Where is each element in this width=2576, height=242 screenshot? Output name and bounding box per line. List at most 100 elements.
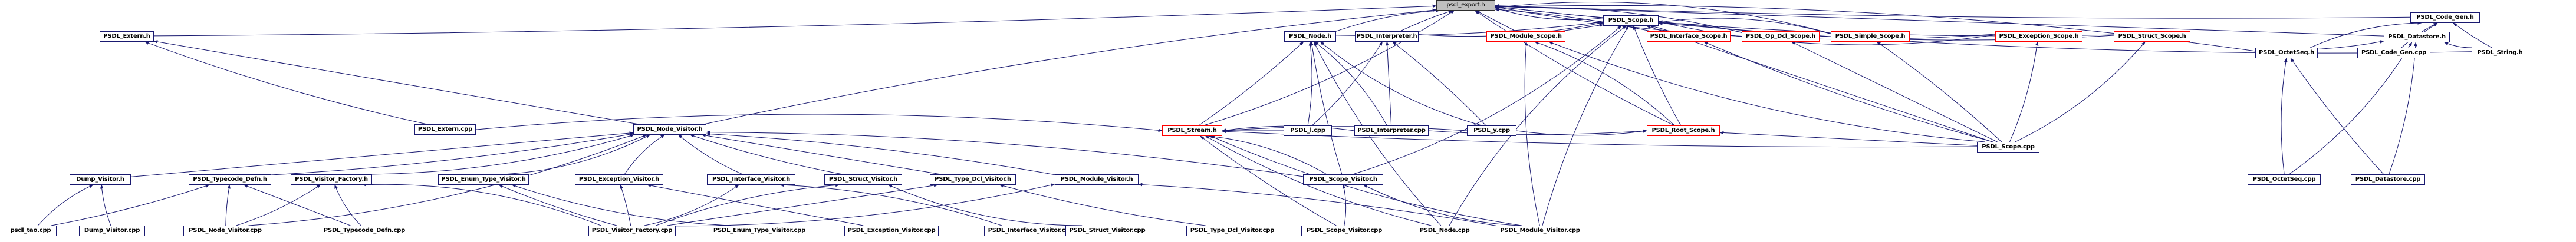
graph-node-psdl-module-visitor-h[interactable]: PSDL_Module_Visitor.h — [1055, 174, 1139, 185]
graph-node-psdl-typecode-defn-cpp[interactable]: PSDL_Typecode_Defn.cpp — [320, 226, 409, 236]
graph-edge — [888, 184, 1083, 226]
graph-node-psdl-node-h[interactable]: PSDL_Node.h — [1284, 31, 1336, 42]
graph-edge — [100, 184, 111, 226]
graph-node-label: PSDL_Type_Dcl_Visitor.h — [935, 176, 1011, 183]
graph-node-label: PSDL_Visitor_Factory.cpp — [591, 227, 673, 234]
graph-edge — [475, 114, 1163, 132]
graph-node-psdl-datastore-cpp[interactable]: PSDL_Datastore.cpp — [2351, 174, 2425, 185]
graph-edge — [1342, 184, 1347, 226]
graph-node-psdl-code-gen-cpp[interactable]: PSDL_Code_Gen.cpp — [2357, 48, 2430, 58]
graph-node-psdl-type-dcl-visitor-cpp[interactable]: PSDL_Type_Dcl_Visitor.cpp — [1186, 226, 1278, 236]
graph-edge — [1199, 41, 1304, 126]
graph-node-psdl-interface-visitor-cpp[interactable]: PSDL_Interface_Visitor.cpp — [984, 226, 1077, 236]
graph-edge — [1548, 41, 1985, 142]
graph-node-label: PSDL_Stream.h — [1167, 127, 1217, 134]
graph-node-label: PSDL_Node.cpp — [1419, 227, 1470, 234]
graph-edge — [779, 183, 1002, 226]
graph-node-psdl-node-visitor-h[interactable]: PSDL_Node_Visitor.h — [633, 124, 706, 135]
graph-node-psdl-exception-scope-h[interactable]: PSDL_Exception_Scope.h — [1995, 31, 2082, 42]
graph-node-psdl-struct-visitor-cpp[interactable]: PSDL_Struct_Visitor.cpp — [1065, 226, 1149, 236]
graph-node-psdl-struct-visitor-h[interactable]: PSDL_Struct_Visitor.h — [824, 174, 902, 185]
graph-edge — [1312, 41, 1383, 126]
graph-node-psdl-struct-scope-h[interactable]: PSDL_Struct_Scope.h — [2114, 31, 2190, 42]
graph-node-label: PSDL_Scope.cpp — [1982, 144, 2035, 150]
graph-node-label: PSDL_Interpreter.cpp — [1357, 127, 1426, 134]
graph-edge — [130, 131, 634, 177]
graph-edge — [1222, 130, 1978, 148]
graph-node-psdl-extern-h[interactable]: PSDL_Extern.h — [100, 31, 154, 42]
graph-edge — [706, 130, 1304, 177]
graph-node-label: PSDL_Module_Scope.h — [1490, 33, 1562, 39]
graph-edge — [1353, 25, 1622, 175]
graph-node-psdl-extern-cpp[interactable]: PSDL_Extern.cpp — [414, 124, 476, 135]
graph-node-psdl-typecode-defn-h[interactable]: PSDL_Typecode_Defn.h — [189, 174, 271, 185]
graph-node-psdl-type-dcl-visitor-h[interactable]: PSDL_Type_Dcl_Visitor.h — [930, 174, 1016, 185]
graph-node-psdl-export-h[interactable]: psdl_export.h — [1436, 0, 1495, 11]
graph-edge — [1385, 41, 1392, 126]
graph-node-psdl-octetseq-cpp[interactable]: PSDL_OctetSeq.cpp — [2248, 174, 2321, 185]
graph-edge — [153, 40, 639, 125]
graph-node-psdl-root-scope-h[interactable]: PSDL_Root_Scope.h — [1647, 125, 1720, 136]
graph-edge — [1428, 129, 1647, 135]
graph-node-label: PSDL_Datastore.h — [2388, 34, 2446, 40]
graph-node-label: PSDL_Scope_Visitor.h — [1309, 176, 1377, 183]
graph-node-label: PSDL_String.h — [2477, 49, 2523, 56]
graph-edge — [620, 184, 631, 226]
graph-node-psdl-node-visitor-cpp[interactable]: PSDL_Node_Visitor.cpp — [183, 226, 267, 236]
graph-node-psdl-l-cpp[interactable]: PSDL_l.cpp — [1284, 125, 1332, 136]
graph-node-label: PSDL_Visitor_Factory.h — [295, 176, 368, 183]
graph-edge — [667, 184, 938, 226]
graph-edge — [2389, 42, 2417, 175]
graph-node-psdl-enum-type-visitor-h[interactable]: PSDL_Enum_Type_Visitor.h — [438, 174, 529, 185]
graph-node-psdl-scope-h[interactable]: PSDL_Scope.h — [1603, 15, 1659, 26]
graph-edge — [1495, 7, 1604, 21]
graph-node-psdl-y-cpp[interactable]: PSDL_y.cpp — [1467, 125, 1516, 136]
graph-node-psdl-module-scope-h[interactable]: PSDL_Module_Scope.h — [1486, 31, 1565, 42]
graph-edge — [1307, 41, 1312, 126]
graph-node-psdl-scope-cpp[interactable]: PSDL_Scope.cpp — [1977, 142, 2039, 153]
graph-edge — [2453, 22, 2492, 48]
graph-node-psdl-tao-cpp[interactable]: psdl_tao.cpp — [5, 226, 57, 236]
graph-node-psdl-interface-scope-h[interactable]: PSDL_Interface_Scope.h — [1647, 31, 1731, 42]
graph-edge — [498, 184, 617, 226]
graph-node-psdl-interpreter-cpp[interactable]: PSDL_Interpreter.cpp — [1354, 125, 1429, 136]
graph-edge — [706, 132, 1055, 175]
graph-edge — [2290, 58, 2384, 175]
graph-node-psdl-exception-visitor-h[interactable]: PSDL_Exception_Visitor.h — [575, 174, 663, 185]
graph-node-label: PSDL_Struct_Visitor.h — [828, 176, 898, 183]
graph-edge — [1495, 5, 2472, 54]
graph-node-label: PSDL_Code_Gen.cpp — [2361, 49, 2427, 56]
graph-node-psdl-octetseq-h[interactable]: PSDL_OctetSeq.h — [2255, 48, 2318, 58]
graph-node-psdl-code-gen-h[interactable]: PSDL_Code_Gen.h — [2410, 12, 2480, 23]
graph-node-psdl-exception-visitor-cpp[interactable]: PSDL_Exception_Visitor.cpp — [844, 226, 939, 236]
graph-node-label: PSDL_Datastore.cpp — [2355, 176, 2421, 183]
graph-node-psdl-string-h[interactable]: PSDL_String.h — [2472, 48, 2528, 58]
graph-node-label: PSDL_l.cpp — [1290, 127, 1325, 134]
graph-node-psdl-interpreter-h[interactable]: PSDL_Interpreter.h — [1355, 31, 1419, 42]
graph-edge — [1719, 131, 1978, 146]
graph-edge — [1542, 25, 1629, 226]
graph-node-psdl-interface-visitor-h[interactable]: PSDL_Interface_Visitor.h — [707, 174, 795, 185]
graph-node-psdl-scope-visitor-h[interactable]: PSDL_Scope_Visitor.h — [1303, 174, 1383, 185]
graph-node-psdl-datastore-h[interactable]: PSDL_Datastore.h — [2384, 32, 2450, 42]
graph-node-psdl-scope-visitor-cpp[interactable]: PSDL_Scope_Visitor.cpp — [1301, 226, 1387, 236]
graph-node-label: PSDL_Node.h — [1288, 33, 1332, 39]
graph-node-psdl-enum-type-visitor-cpp[interactable]: PSDL_Enum_Type_Visitor.cpp — [712, 226, 807, 236]
graph-node-dump-visitor-cpp[interactable]: Dump_Visitor.cpp — [79, 226, 145, 236]
graph-node-label: PSDL_Exception_Scope.h — [1999, 33, 2079, 39]
graph-node-label: PSDL_Scope.h — [1608, 17, 1654, 24]
graph-node-psdl-stream-h[interactable]: PSDL_Stream.h — [1162, 125, 1222, 136]
graph-node-label: PSDL_y.cpp — [1473, 127, 1510, 134]
graph-edge — [1876, 41, 2002, 142]
graph-node-label: psdl_tao.cpp — [10, 227, 51, 234]
graph-node-psdl-visitor-factory-cpp[interactable]: PSDL_Visitor_Factory.cpp — [588, 226, 676, 236]
graph-node-psdl-module-visitor-cpp[interactable]: PSDL_Module_Visitor.cpp — [1496, 226, 1584, 236]
graph-node-psdl-simple-scope-h[interactable]: PSDL_Simple_Scope.h — [1831, 31, 1910, 42]
graph-node-psdl-visitor-factory-h[interactable]: PSDL_Visitor_Factory.h — [291, 174, 372, 185]
graph-edge — [503, 134, 651, 175]
graph-node-psdl-node-cpp[interactable]: PSDL_Node.cpp — [1414, 226, 1475, 236]
graph-node-dump-visitor-h[interactable]: Dump_Visitor.h — [70, 174, 131, 185]
graph-node-psdl-op-dcl-scope-h[interactable]: PSDL_Op_Dcl_Scope.h — [1742, 31, 1820, 42]
graph-node-label: PSDL_Op_Dcl_Scope.h — [1745, 33, 1816, 39]
